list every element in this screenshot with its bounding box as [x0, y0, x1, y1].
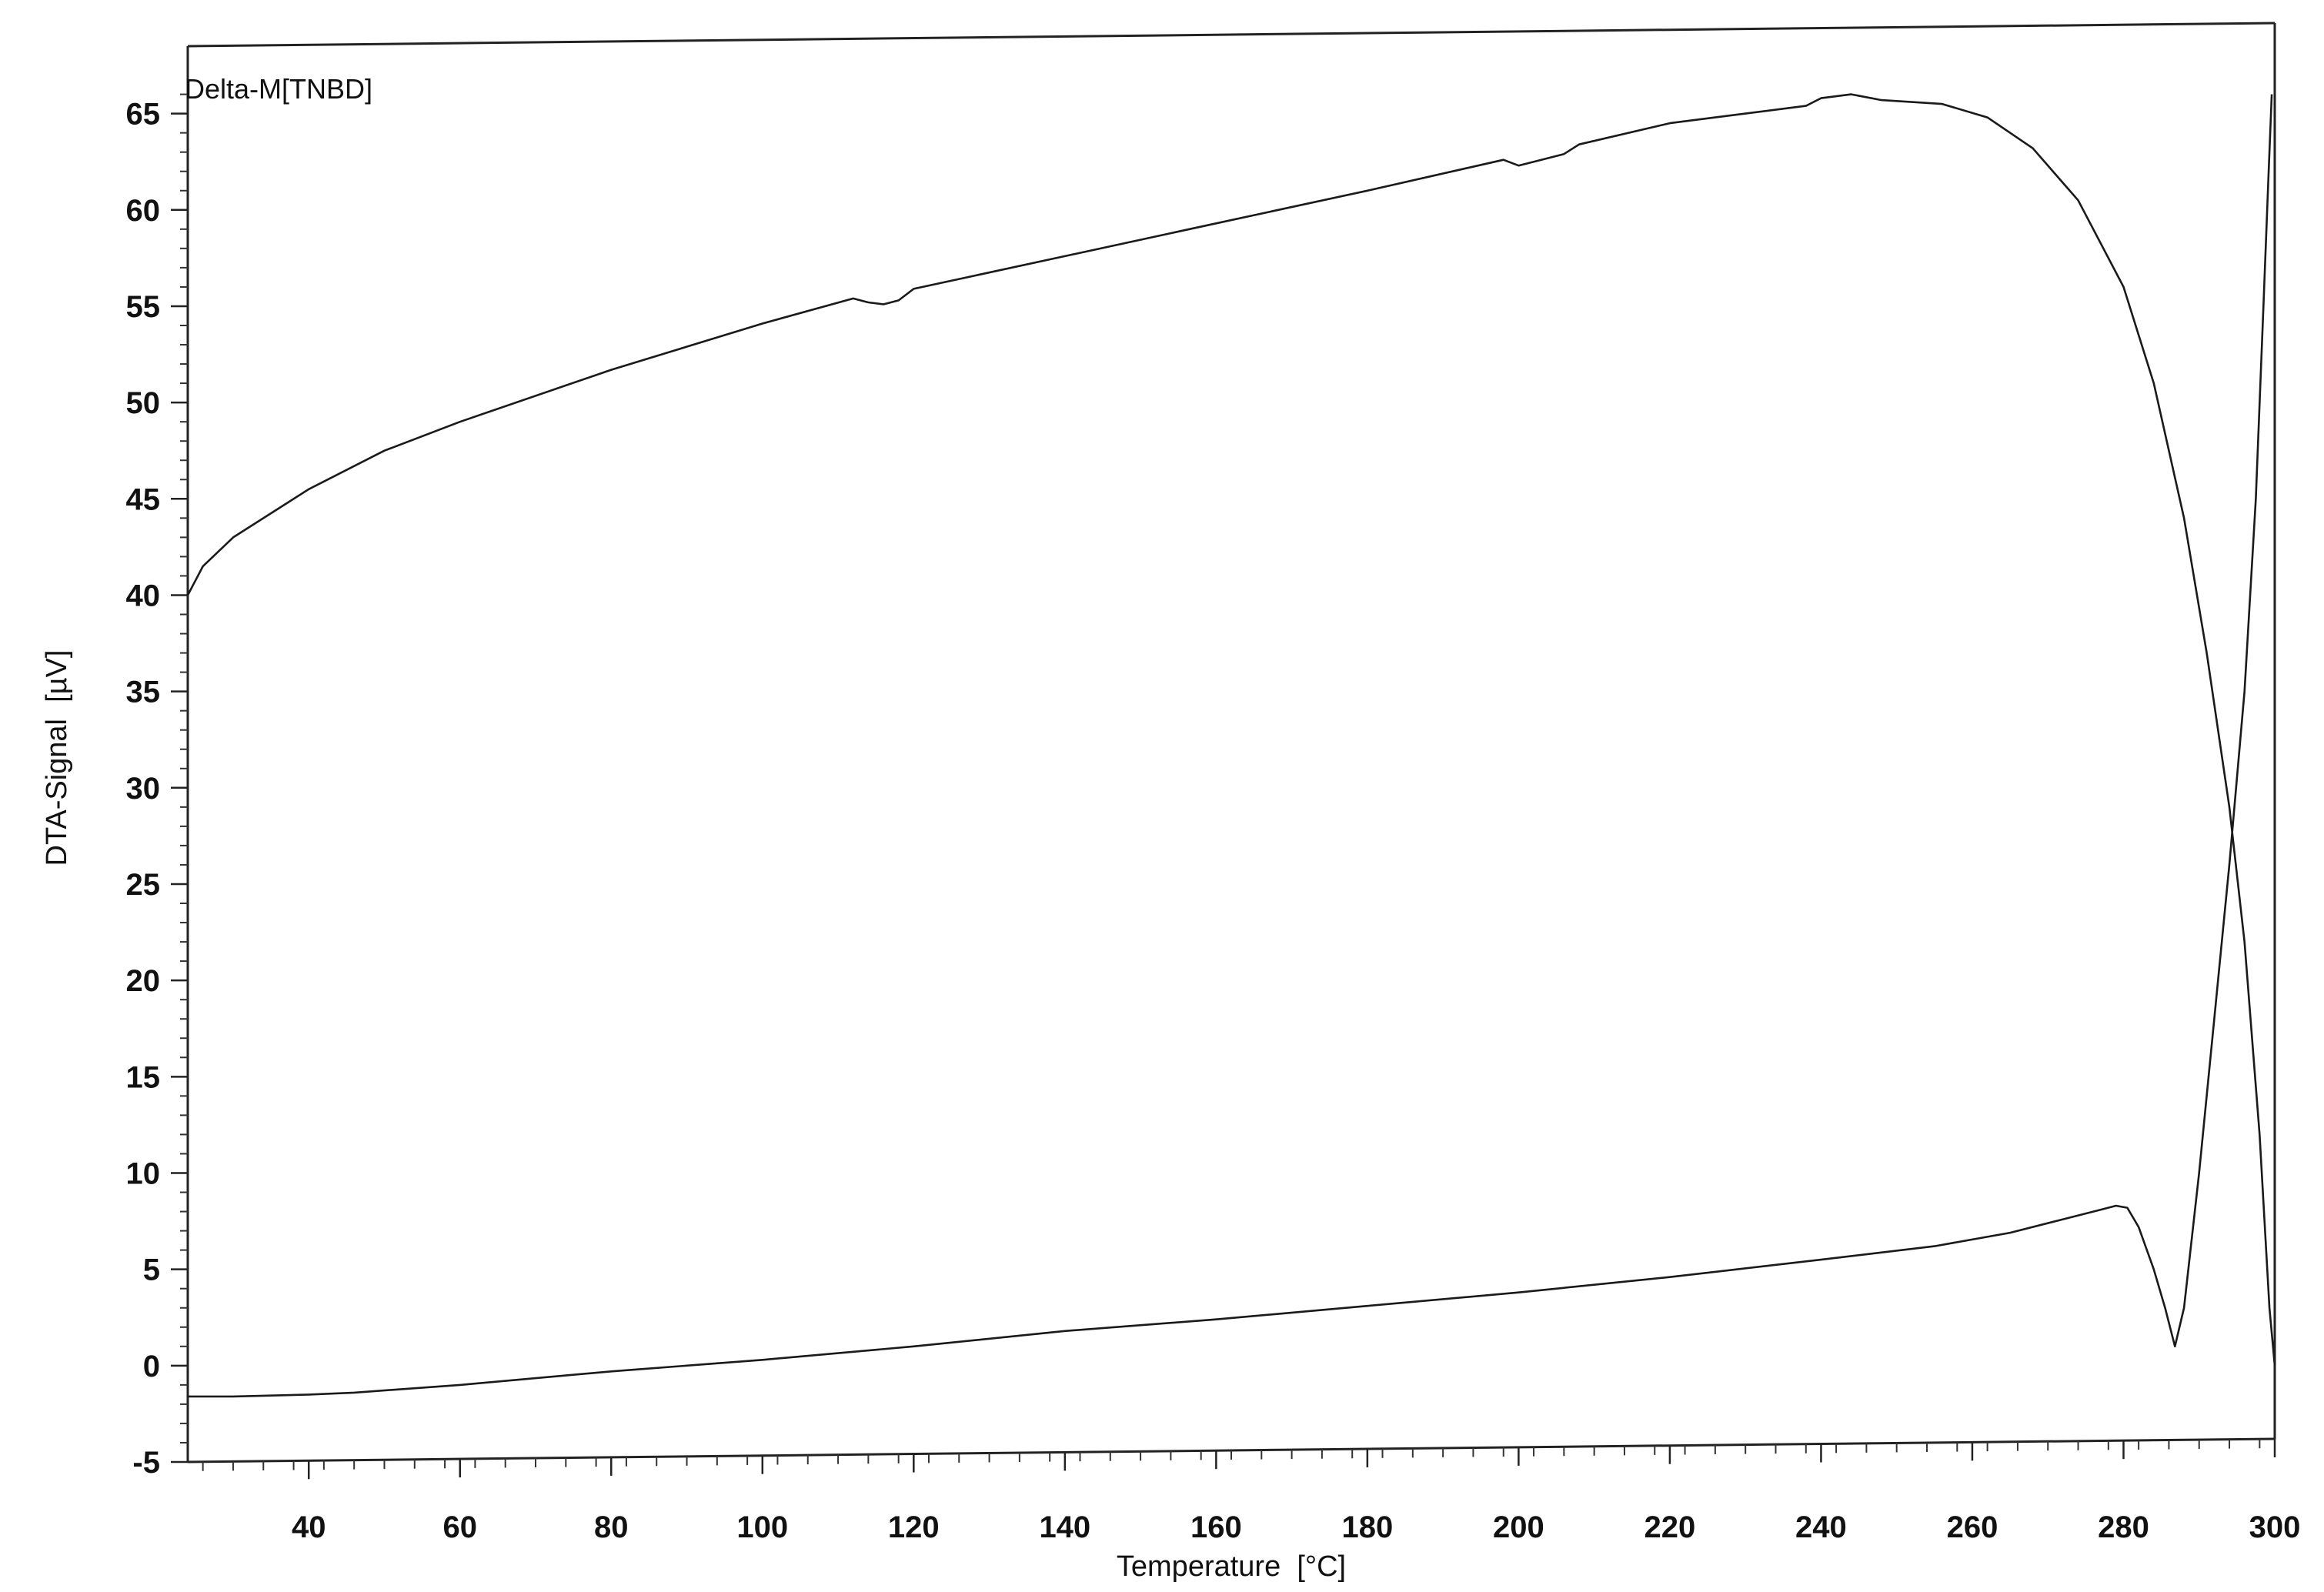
x-tick-label: 100: [736, 1510, 788, 1544]
x-axis-title: Temperature [°C]: [1117, 1550, 1346, 1583]
y-tick-label: 0: [143, 1350, 160, 1383]
x-tick-label: 40: [292, 1510, 326, 1544]
y-tick-label: 35: [126, 676, 161, 709]
series-layer: [186, 93, 2276, 1398]
y-axis: -5 0 5 10 15 20 25 30 35 40 45 50 55 60 65: [126, 98, 188, 1480]
y-tick-label: 5: [143, 1253, 160, 1287]
x-tick-label: 160: [1190, 1510, 1242, 1544]
y-tick-label: 10: [126, 1156, 161, 1190]
y-tick-label: 20: [126, 964, 161, 998]
cooling-curve-line: [186, 93, 2276, 1366]
series-name-label: Delta-M[TNBD]: [185, 73, 372, 105]
x-tick-label: 280: [2098, 1510, 2149, 1544]
y-tick-label: 65: [126, 98, 161, 132]
x-tick-label: 80: [594, 1510, 629, 1544]
x-tick-label: 60: [442, 1510, 477, 1544]
x-tick-label: 180: [1341, 1510, 1393, 1544]
x-tick-label: 220: [1644, 1510, 1696, 1544]
x-tick-label: 300: [2249, 1510, 2301, 1544]
x-tick-label: 120: [888, 1510, 940, 1544]
frame-top: [187, 22, 2276, 48]
y-tick-label: 60: [126, 194, 161, 228]
y-tick-label: 30: [126, 772, 161, 806]
x-tick-label: 140: [1039, 1510, 1090, 1544]
y-tick-label: 15: [126, 1060, 161, 1094]
y-tick-label: 50: [126, 386, 161, 420]
x-tick-label: 200: [1493, 1510, 1544, 1544]
y-tick-label: 45: [126, 482, 161, 516]
heating-curve-line: [188, 94, 2273, 1398]
minor-ticks: [180, 93, 2261, 1471]
x-tick-label: 240: [1795, 1510, 1847, 1544]
y-tick-label: 25: [126, 868, 161, 902]
y-axis-title: DTA-Signal [µV]: [41, 650, 73, 866]
y-tick-label: -5: [132, 1446, 160, 1480]
plot-frame: [186, 22, 2276, 1464]
y-tick-label: 55: [126, 290, 161, 324]
x-axis: 40 60 80 100 120 140 160 180 200 220 240 260 280 300: [292, 1439, 2300, 1544]
y-tick-label: 40: [126, 579, 161, 612]
x-tick-label: 260: [1947, 1510, 1998, 1544]
